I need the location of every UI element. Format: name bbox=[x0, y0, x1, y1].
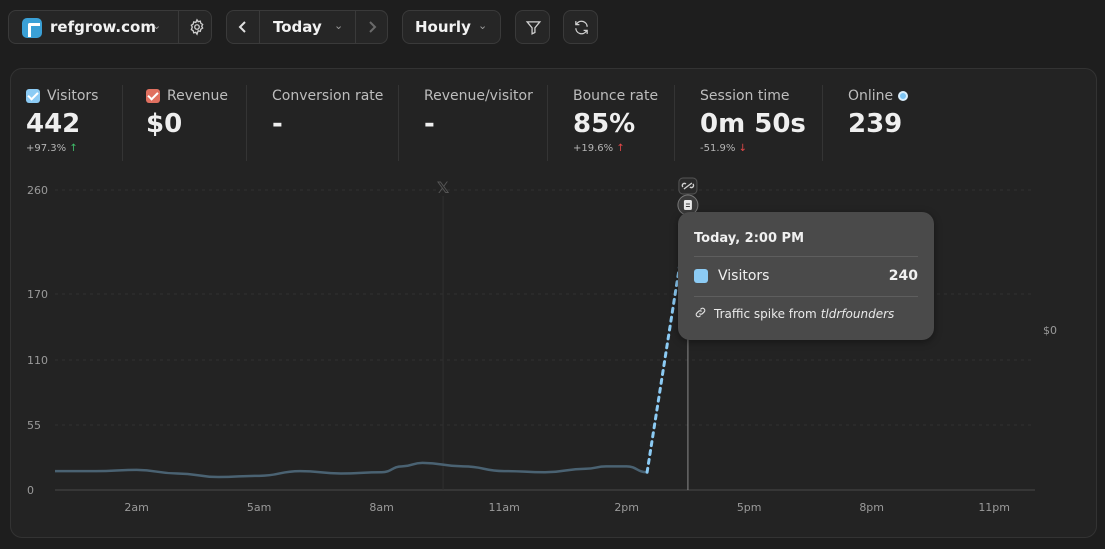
granularity-label: Hourly bbox=[415, 18, 471, 36]
x-tick-label: 2pm bbox=[614, 501, 639, 514]
metric-online[interactable]: Online 239 bbox=[848, 87, 909, 139]
online-status-icon bbox=[898, 91, 909, 101]
divider bbox=[822, 85, 823, 161]
site-name: refgrow.com bbox=[50, 18, 156, 36]
x-tick-label: 5pm bbox=[737, 501, 762, 514]
metric-visitors[interactable]: Visitors 442 +97.3% ↑ bbox=[26, 87, 98, 154]
next-period-button[interactable] bbox=[356, 11, 388, 43]
metric-delta: +19.6% ↑ bbox=[573, 143, 625, 154]
y-tick-label: 170 bbox=[27, 288, 48, 301]
filter-button[interactable] bbox=[515, 10, 550, 44]
metric-revenue-per-visitor[interactable]: Revenue/visitor - bbox=[424, 87, 533, 139]
divider bbox=[246, 85, 247, 161]
metric-conversion-rate[interactable]: Conversion rate - bbox=[272, 87, 383, 139]
metric-value: 239 bbox=[848, 109, 903, 139]
metric-value: - bbox=[272, 109, 283, 139]
divider bbox=[674, 85, 675, 161]
chart-tooltip: Today, 2:00 PM Visitors 240 Traffic spik… bbox=[678, 212, 934, 340]
x-tick-label: 11pm bbox=[978, 501, 1010, 514]
settings-icon[interactable] bbox=[188, 18, 206, 40]
link-icon bbox=[681, 182, 695, 190]
x-tick-label: 11am bbox=[488, 501, 519, 514]
metric-value: - bbox=[424, 109, 435, 139]
previous-period-button[interactable] bbox=[227, 11, 259, 43]
site-logo-icon bbox=[22, 18, 42, 38]
date-navigator: Today ⌄ bbox=[226, 10, 388, 44]
x-tick-label: 8am bbox=[369, 501, 393, 514]
metric-label: Revenue/visitor bbox=[424, 88, 533, 104]
x-tick-label: 5am bbox=[247, 501, 271, 514]
tooltip-title: Today, 2:00 PM bbox=[694, 231, 805, 246]
divider bbox=[355, 11, 356, 43]
metric-value: 442 bbox=[26, 109, 81, 139]
metric-delta: -51.9% ↓ bbox=[700, 143, 747, 154]
divider bbox=[178, 11, 179, 43]
tooltip-note-source: tldrfounders bbox=[820, 307, 895, 321]
chevron-down-icon: ⌄ bbox=[152, 19, 162, 32]
tooltip-series-value: 240 bbox=[888, 268, 918, 284]
visitors-checkbox[interactable] bbox=[26, 89, 40, 103]
divider bbox=[259, 11, 260, 43]
metric-label: Visitors bbox=[47, 88, 99, 104]
x-logo-icon: 𝕏 bbox=[437, 178, 450, 197]
right-axis-label: $0 bbox=[1043, 324, 1057, 337]
chevron-left-icon bbox=[238, 21, 246, 33]
metric-label: Bounce rate bbox=[573, 88, 659, 104]
metric-revenue[interactable]: Revenue $0 bbox=[146, 87, 228, 139]
y-tick-label: 0 bbox=[27, 484, 34, 497]
y-tick-label: 110 bbox=[27, 354, 48, 367]
visitors-series-line bbox=[55, 461, 648, 479]
tooltip-note[interactable]: Traffic spike from tldrfounders bbox=[694, 306, 894, 322]
arrow-up-icon: ↑ bbox=[616, 143, 625, 154]
metric-delta: +97.3% ↑ bbox=[26, 143, 78, 154]
x-tick-label: 2am bbox=[124, 501, 148, 514]
refresh-icon bbox=[573, 19, 590, 40]
link-icon bbox=[694, 306, 707, 322]
y-tick-label: 55 bbox=[27, 419, 41, 432]
y-tick-label: 260 bbox=[27, 184, 48, 197]
period-selector[interactable]: Today bbox=[273, 18, 322, 36]
tooltip-note-prefix: Traffic spike from bbox=[714, 307, 817, 321]
refresh-button[interactable] bbox=[563, 10, 598, 44]
divider bbox=[694, 296, 918, 297]
metric-label: Revenue bbox=[167, 88, 228, 104]
chevron-right-icon bbox=[369, 21, 377, 33]
metric-label: Online bbox=[848, 88, 894, 104]
divider bbox=[547, 85, 548, 161]
granularity-selector[interactable]: Hourly ⌄ bbox=[402, 10, 501, 44]
x-tick-label: 8pm bbox=[859, 501, 884, 514]
arrow-down-icon: ↓ bbox=[738, 143, 747, 154]
metric-value: $0 bbox=[146, 109, 183, 139]
tooltip-series-name: Visitors bbox=[718, 268, 770, 284]
revenue-checkbox[interactable] bbox=[146, 89, 160, 103]
document-icon bbox=[683, 200, 692, 210]
site-selector[interactable]: refgrow.com ⌄ bbox=[8, 10, 212, 44]
metric-label: Conversion rate bbox=[272, 88, 384, 104]
metric-value: 0m 50s bbox=[700, 109, 806, 139]
metric-bounce-rate[interactable]: Bounce rate 85% +19.6% ↑ bbox=[573, 87, 658, 154]
metric-value: 85% bbox=[573, 109, 636, 139]
divider bbox=[122, 85, 123, 161]
divider bbox=[694, 256, 918, 257]
filter-icon bbox=[525, 19, 542, 40]
metric-label: Session time bbox=[700, 88, 790, 104]
metric-session-time[interactable]: Session time 0m 50s -51.9% ↓ bbox=[700, 87, 806, 154]
divider bbox=[398, 85, 399, 161]
chevron-down-icon: ⌄ bbox=[334, 19, 344, 32]
visitors-legend-swatch bbox=[694, 269, 708, 283]
chevron-down-icon: ⌄ bbox=[478, 19, 488, 32]
arrow-up-icon: ↑ bbox=[69, 143, 78, 154]
